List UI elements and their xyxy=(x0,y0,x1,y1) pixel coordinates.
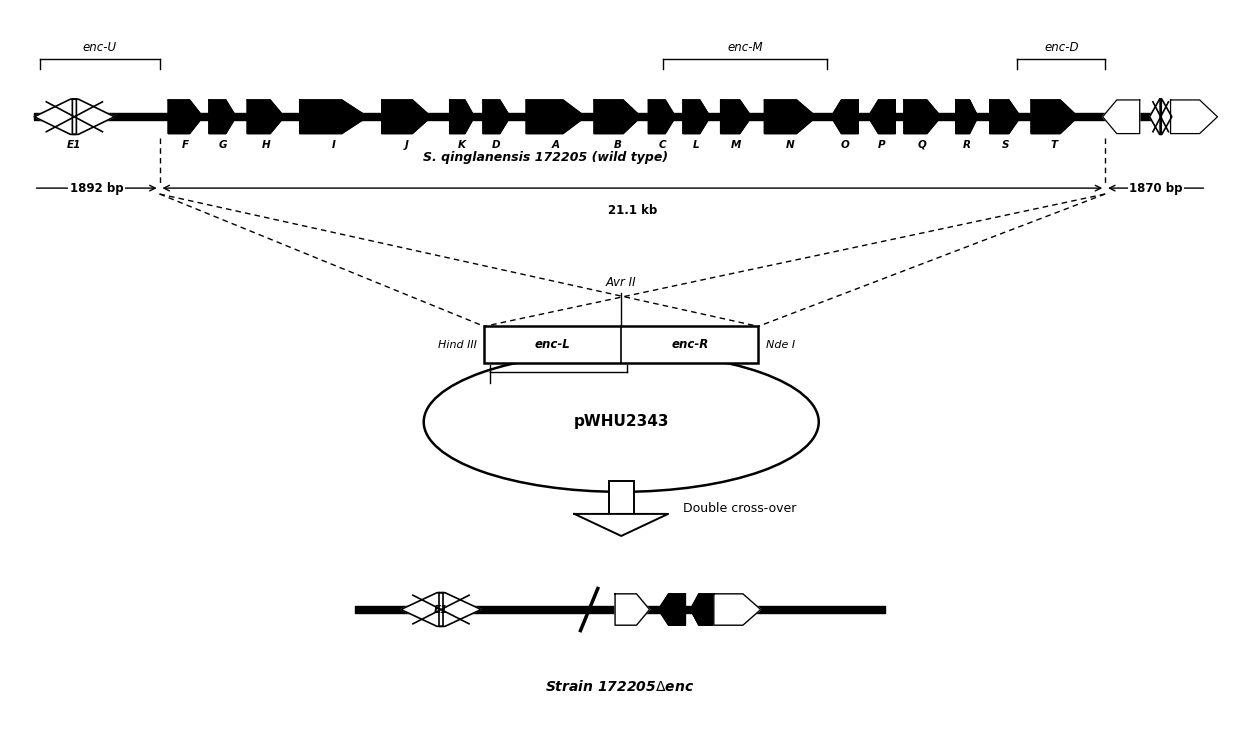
Text: D: D xyxy=(492,140,501,150)
Text: Q: Q xyxy=(918,140,926,150)
Polygon shape xyxy=(482,100,510,133)
Text: O: O xyxy=(841,140,849,150)
Text: R: R xyxy=(963,140,971,150)
Bar xyxy=(609,481,634,514)
Text: enc-D: enc-D xyxy=(1044,41,1079,53)
Text: T: T xyxy=(1052,140,1058,150)
Polygon shape xyxy=(683,100,711,133)
Text: Double cross-over: Double cross-over xyxy=(683,502,796,515)
Text: L: L xyxy=(693,140,699,150)
Polygon shape xyxy=(1102,100,1140,133)
Polygon shape xyxy=(450,100,475,133)
Polygon shape xyxy=(169,100,203,133)
Text: 1892 bp: 1892 bp xyxy=(69,182,124,195)
Text: M: M xyxy=(730,140,742,150)
Polygon shape xyxy=(1149,99,1161,134)
Text: K: K xyxy=(458,140,466,150)
Polygon shape xyxy=(868,100,895,133)
Polygon shape xyxy=(658,594,686,625)
Text: N: N xyxy=(786,140,795,150)
Text: enc-U: enc-U xyxy=(83,41,117,53)
Text: enc-M: enc-M xyxy=(728,41,763,53)
Text: C: C xyxy=(658,140,666,150)
Polygon shape xyxy=(35,99,77,134)
Polygon shape xyxy=(439,593,481,626)
Polygon shape xyxy=(691,594,713,625)
Text: S: S xyxy=(1002,140,1009,150)
Text: enc-UD: enc-UD xyxy=(496,386,539,399)
Text: Avr II: Avr II xyxy=(606,276,636,289)
Bar xyxy=(484,326,758,363)
Text: enc-L: enc-L xyxy=(534,338,570,351)
Polygon shape xyxy=(615,594,650,625)
Polygon shape xyxy=(72,99,114,134)
Polygon shape xyxy=(720,100,751,133)
Text: B: B xyxy=(614,140,621,150)
Polygon shape xyxy=(649,100,676,133)
Polygon shape xyxy=(990,100,1021,133)
Polygon shape xyxy=(247,100,284,133)
Polygon shape xyxy=(1161,99,1172,134)
Polygon shape xyxy=(401,593,443,626)
Text: 1870 bp: 1870 bp xyxy=(1128,182,1183,195)
Text: A: A xyxy=(552,140,559,150)
Text: E1: E1 xyxy=(67,140,82,150)
Polygon shape xyxy=(904,100,941,133)
Polygon shape xyxy=(1171,100,1218,133)
Text: Strain 172205$\Delta$enc: Strain 172205$\Delta$enc xyxy=(546,679,694,694)
Text: G: G xyxy=(218,140,227,150)
Text: J: J xyxy=(404,140,408,150)
Polygon shape xyxy=(382,100,432,133)
Polygon shape xyxy=(764,100,816,133)
Polygon shape xyxy=(1032,100,1078,133)
Text: P: P xyxy=(878,140,885,150)
Text: H: H xyxy=(262,140,270,150)
Text: I: I xyxy=(331,140,336,150)
Ellipse shape xyxy=(424,352,818,492)
Text: Hind III: Hind III xyxy=(438,340,477,350)
Polygon shape xyxy=(714,594,760,625)
Polygon shape xyxy=(831,100,858,133)
Text: 21.1 kb: 21.1 kb xyxy=(608,205,657,217)
Text: Nde I: Nde I xyxy=(765,340,795,350)
Text: E1: E1 xyxy=(434,605,448,614)
Text: F: F xyxy=(182,140,188,150)
Polygon shape xyxy=(594,100,641,133)
Polygon shape xyxy=(300,100,367,133)
Text: pWHU2343: pWHU2343 xyxy=(573,414,670,430)
Text: enc-R: enc-R xyxy=(671,338,708,351)
Polygon shape xyxy=(956,100,978,133)
Polygon shape xyxy=(208,100,236,133)
Polygon shape xyxy=(574,514,668,536)
Polygon shape xyxy=(526,100,585,133)
Text: S. qinglanensis 172205 (wild type): S. qinglanensis 172205 (wild type) xyxy=(423,150,668,164)
